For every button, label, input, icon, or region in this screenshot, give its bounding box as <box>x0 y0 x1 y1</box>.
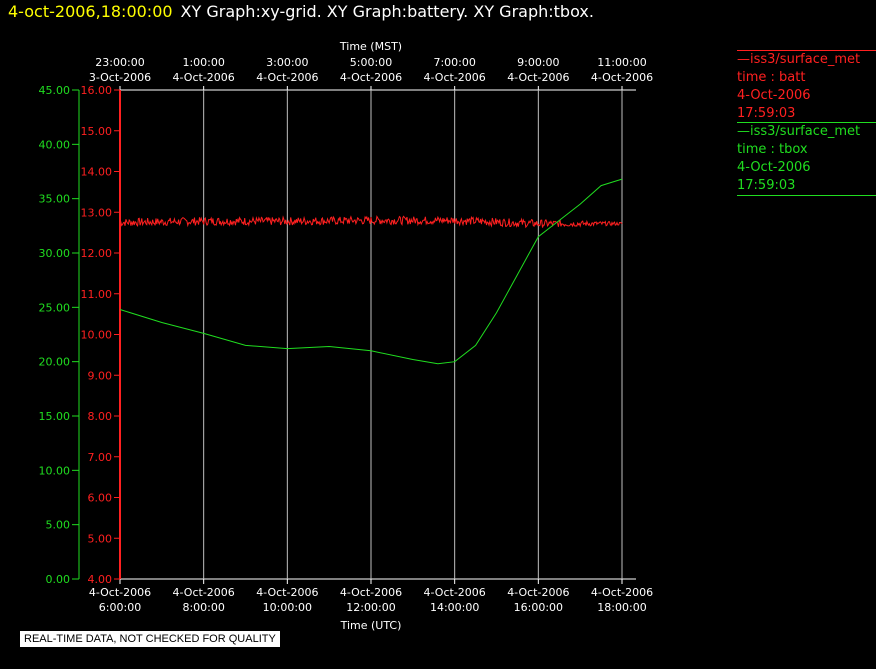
x-top-tick-date: 4-Oct-2006 <box>173 71 235 84</box>
x-bottom-tick-time: 8:00:00 <box>182 601 224 614</box>
y-right-tick-label: 4.00 <box>88 573 113 586</box>
y-right-tick-label: 12.00 <box>81 247 113 260</box>
y-left-tick-label: 30.00 <box>39 247 71 260</box>
y-left-tick-label: 35.00 <box>39 193 71 206</box>
window-title: 4-oct-2006,18:00:00 XY Graph:xy-grid. XY … <box>8 2 594 21</box>
x-top-tick-date: 4-Oct-2006 <box>507 71 569 84</box>
y-right-tick-label: 5.00 <box>88 532 113 545</box>
x-bottom-tick-time: 16:00:00 <box>514 601 563 614</box>
x-top-tick-time: 7:00:00 <box>433 56 475 69</box>
y-left-tick-label: 40.00 <box>39 138 71 151</box>
title-graph-list: XY Graph:xy-grid. XY Graph:battery. XY G… <box>180 2 594 21</box>
series-line-batt <box>119 215 623 229</box>
y-right-tick-label: 6.00 <box>88 492 113 505</box>
y-right-tick-label: 13.00 <box>81 206 113 219</box>
legend-tbox-date: 4-Oct-2006 <box>737 160 811 175</box>
x-bottom-tick-time: 6:00:00 <box>99 601 141 614</box>
y-left-tick-label: 25.00 <box>39 301 71 314</box>
y-right-tick-label: 10.00 <box>81 329 113 342</box>
x-top-tick-date: 3-Oct-2006 <box>89 71 151 84</box>
x-bottom-tick-date: 4-Oct-2006 <box>591 586 653 599</box>
legend-batt-source: —iss3/surface_met <box>737 52 861 67</box>
x-bottom-tick-date: 4-Oct-2006 <box>173 586 235 599</box>
x-bottom-tick-date: 4-Oct-2006 <box>89 586 151 599</box>
x-top-tick-time: 23:00:00 <box>95 56 144 69</box>
x-bottom-tick-time: 14:00:00 <box>430 601 479 614</box>
x-top-tick-time: 5:00:00 <box>350 56 392 69</box>
series-line-tbox <box>119 178 623 365</box>
legend-tbox-variable: time : tbox <box>737 142 808 157</box>
y-right-tick-label: 8.00 <box>88 410 113 423</box>
y-right-tick-label: 7.00 <box>88 451 113 464</box>
y-left-tick-label: 10.00 <box>39 464 71 477</box>
y-right-tick-label: 16.00 <box>81 84 113 97</box>
x-top-tick-time: 3:00:00 <box>266 56 308 69</box>
x-top-tick-time: 11:00:00 <box>597 56 646 69</box>
x-top-tick-date: 4-Oct-2006 <box>424 71 486 84</box>
x-top-axis-label: Time (MST) <box>339 40 402 53</box>
legend-batt-time: 17:59:03 <box>737 106 796 121</box>
quality-warning: REAL-TIME DATA, NOT CHECKED FOR QUALITY <box>20 631 280 647</box>
y-left-tick-label: 15.00 <box>39 410 71 423</box>
x-bottom-axis-label: Time (UTC) <box>340 619 402 632</box>
y-right-tick-label: 11.00 <box>81 288 113 301</box>
x-bottom-tick-date: 4-Oct-2006 <box>424 586 486 599</box>
y-left-tick-label: 5.00 <box>46 519 71 532</box>
title-timestamp: 4-oct-2006,18:00:00 <box>8 2 173 21</box>
legend-tbox: —iss3/surface_met time : tbox 4-Oct-2006… <box>737 122 876 196</box>
x-bottom-tick-time: 10:00:00 <box>263 601 312 614</box>
legend-batt-variable: time : batt <box>737 70 806 85</box>
x-top-tick-time: 1:00:00 <box>182 56 224 69</box>
y-right-tick-label: 9.00 <box>88 369 113 382</box>
x-bottom-tick-time: 12:00:00 <box>346 601 395 614</box>
y-right-tick-label: 14.00 <box>81 166 113 179</box>
x-bottom-tick-date: 4-Oct-2006 <box>340 586 402 599</box>
legend-tbox-rule-bottom <box>737 195 876 196</box>
x-top-tick-date: 4-Oct-2006 <box>591 71 653 84</box>
y-left-tick-label: 45.00 <box>39 84 71 97</box>
legend-tbox-time: 17:59:03 <box>737 178 796 193</box>
x-bottom-tick-date: 4-Oct-2006 <box>507 586 569 599</box>
legend-tbox-source: —iss3/surface_met <box>737 124 861 139</box>
y-left-tick-label: 20.00 <box>39 356 71 369</box>
y-right-tick-label: 15.00 <box>81 125 113 138</box>
y-left-tick-label: 0.00 <box>46 573 71 586</box>
legend-batt-rule-top <box>737 50 876 51</box>
x-top-tick-time: 9:00:00 <box>517 56 559 69</box>
x-bottom-tick-time: 18:00:00 <box>597 601 646 614</box>
x-top-tick-date: 4-Oct-2006 <box>256 71 318 84</box>
legend-batt: —iss3/surface_met time : batt 4-Oct-2006… <box>737 50 876 123</box>
x-bottom-tick-date: 4-Oct-2006 <box>256 586 318 599</box>
x-top-tick-date: 4-Oct-2006 <box>340 71 402 84</box>
legend-tbox-rule-top <box>737 122 876 123</box>
legend-batt-date: 4-Oct-2006 <box>737 88 811 103</box>
